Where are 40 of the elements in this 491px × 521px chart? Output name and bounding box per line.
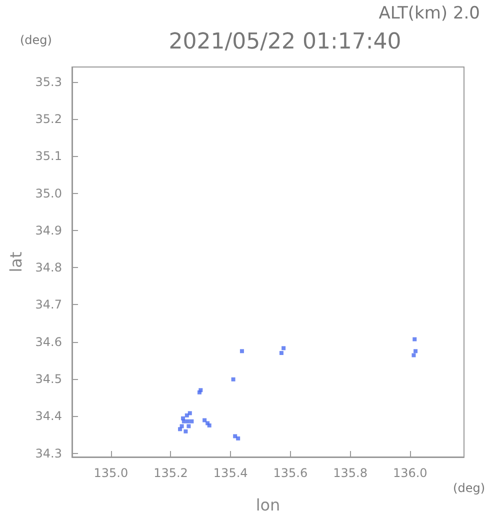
y-tick-label: 34.9 bbox=[35, 223, 62, 238]
x-axis-title: lon bbox=[256, 496, 280, 514]
point bbox=[414, 349, 418, 354]
point bbox=[186, 419, 190, 424]
y-tick-label: 35.1 bbox=[35, 149, 62, 164]
text: (deg) bbox=[20, 33, 52, 47]
y-tick-label: 35.0 bbox=[35, 186, 62, 200]
x-tick-label: 136.0 bbox=[392, 466, 428, 480]
x-tick-label: 135.2 bbox=[154, 466, 188, 480]
y-tick-label: 34.8 bbox=[35, 260, 62, 275]
y-tick-label: 34.6 bbox=[35, 334, 62, 349]
point bbox=[412, 353, 416, 358]
point bbox=[186, 424, 191, 428]
point bbox=[282, 346, 286, 350]
point bbox=[233, 434, 238, 438]
point bbox=[188, 411, 192, 416]
point bbox=[279, 351, 284, 355]
point bbox=[412, 337, 417, 342]
y-axis-title: lat bbox=[6, 252, 26, 272]
point bbox=[178, 427, 182, 432]
point bbox=[240, 349, 244, 354]
y-tick-label: 34.7 bbox=[35, 298, 62, 312]
y-tick-label: 34.4 bbox=[35, 409, 62, 424]
x-tick-label: 135.0 bbox=[94, 466, 128, 480]
point bbox=[181, 416, 186, 420]
y-tick-label: 34.5 bbox=[35, 372, 62, 386]
point bbox=[231, 377, 236, 382]
point bbox=[184, 429, 188, 434]
x-tick-label: 135.4 bbox=[213, 466, 248, 480]
y-tick-label: 35.2 bbox=[35, 112, 62, 126]
point bbox=[236, 436, 240, 440]
text: (deg) bbox=[453, 481, 486, 495]
point bbox=[202, 418, 207, 422]
point bbox=[184, 413, 189, 418]
chart-subtitle: ALT(km) 2.0 bbox=[378, 4, 480, 24]
x-tick-label: 135.8 bbox=[333, 466, 368, 480]
chart-title: 2021/05/22 01:17:40 bbox=[168, 30, 402, 54]
x-tick-label: 135.6 bbox=[273, 466, 308, 480]
y-tick-label: 34.3 bbox=[35, 446, 62, 460]
y-tick-label: 35.3 bbox=[35, 74, 62, 89]
